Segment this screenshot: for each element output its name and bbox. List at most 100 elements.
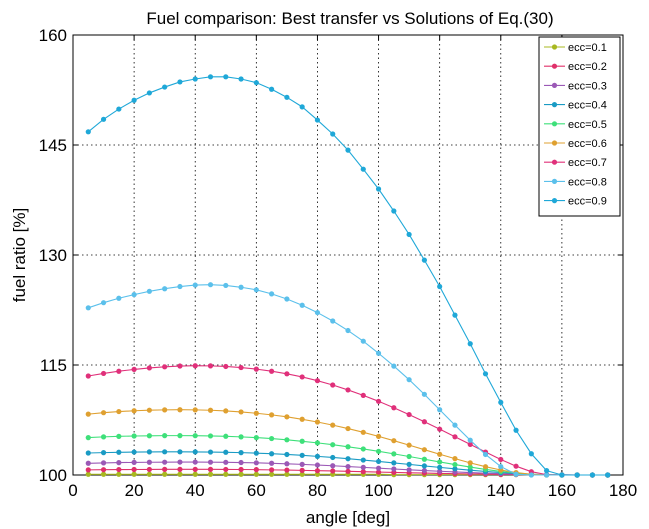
data-point	[544, 468, 550, 474]
data-point	[177, 471, 183, 477]
data-point	[207, 363, 214, 369]
legend-swatch-marker	[551, 121, 558, 127]
data-point	[100, 460, 107, 466]
data-point	[100, 410, 107, 416]
data-point	[223, 408, 229, 414]
x-tick-label: 40	[186, 481, 205, 500]
data-point	[116, 295, 122, 301]
data-point	[345, 327, 351, 334]
data-point	[207, 459, 214, 465]
data-point	[100, 370, 107, 377]
data-point	[330, 442, 336, 448]
data-point	[85, 129, 91, 135]
data-point	[421, 467, 427, 474]
data-point	[223, 433, 229, 439]
data-point	[421, 456, 427, 462]
data-point	[452, 434, 458, 440]
data-point	[406, 467, 412, 473]
legend-swatch-marker	[551, 102, 558, 108]
data-point	[162, 364, 168, 370]
data-point	[131, 471, 137, 477]
data-point	[192, 466, 198, 472]
legend: ecc=0.1 ecc=0.2 ecc=0.3 ecc=0.4 ecc=0.5 ecc=0…	[538, 36, 621, 217]
x-tick-label: 100	[364, 481, 392, 500]
data-point	[360, 166, 366, 172]
data-point	[207, 74, 214, 80]
data-point	[253, 460, 259, 466]
data-point	[162, 471, 168, 477]
data-point	[238, 76, 244, 82]
legend-label: ecc=0.8	[568, 176, 607, 188]
data-point	[467, 437, 473, 443]
data-point	[284, 451, 290, 458]
data-point	[207, 282, 214, 288]
data-point	[330, 454, 336, 461]
data-point	[223, 471, 229, 477]
data-point	[207, 433, 214, 439]
data-point	[146, 407, 152, 413]
data-point	[238, 450, 244, 456]
legend-item: ecc=0.2	[544, 61, 607, 73]
data-point	[192, 76, 198, 82]
legend-label: ecc=0.4	[568, 100, 607, 112]
data-point	[391, 405, 397, 411]
data-point	[452, 422, 458, 428]
y-tick-label: 160	[39, 26, 67, 45]
data-point	[116, 449, 122, 455]
legend-label: ecc=0.1	[568, 42, 607, 54]
data-point	[406, 453, 412, 460]
data-point	[345, 147, 351, 153]
legend-label: ecc=0.3	[568, 80, 607, 92]
data-point	[116, 368, 122, 374]
data-point	[299, 374, 305, 380]
data-point	[391, 466, 397, 472]
data-point	[269, 451, 275, 457]
data-point	[162, 449, 168, 455]
legend-item: ecc=0.5	[544, 119, 607, 131]
data-point	[177, 459, 183, 465]
data-point	[192, 433, 198, 439]
data-point	[299, 416, 305, 422]
data-point	[146, 288, 152, 294]
data-point	[269, 412, 275, 418]
data-point	[146, 466, 152, 473]
data-point	[330, 382, 336, 388]
data-point	[437, 468, 443, 474]
data-point	[314, 462, 321, 468]
data-point	[299, 104, 305, 110]
x-tick-label: 0	[68, 481, 77, 500]
data-point	[85, 411, 91, 417]
data-point	[162, 466, 168, 472]
data-point	[467, 460, 473, 466]
legend-label: ecc=0.6	[568, 138, 607, 150]
data-point	[360, 464, 366, 470]
data-point	[421, 257, 427, 263]
data-point	[314, 309, 321, 316]
data-point	[85, 460, 91, 466]
data-point	[391, 363, 397, 369]
data-point	[177, 283, 183, 290]
data-point	[162, 459, 168, 465]
data-point	[85, 450, 91, 456]
data-point	[238, 364, 244, 371]
data-point	[391, 208, 397, 214]
data-point	[314, 468, 321, 474]
y-tick-label: 115	[40, 356, 67, 375]
legend-item: ecc=0.8	[544, 176, 607, 188]
legend-label: ecc=0.9	[568, 196, 607, 208]
data-point	[116, 466, 122, 473]
data-point	[330, 422, 336, 428]
data-point	[375, 465, 382, 471]
data-point	[116, 471, 122, 477]
data-point	[528, 472, 534, 478]
data-point	[391, 460, 397, 466]
y-tick-label: 130	[39, 246, 67, 265]
data-point	[345, 444, 351, 450]
data-point	[223, 466, 229, 473]
data-point	[131, 449, 137, 455]
data-point	[146, 449, 152, 455]
data-point	[162, 407, 168, 413]
data-point	[375, 448, 382, 454]
x-axis-label: angle [deg]	[306, 508, 390, 527]
data-point	[116, 408, 122, 415]
